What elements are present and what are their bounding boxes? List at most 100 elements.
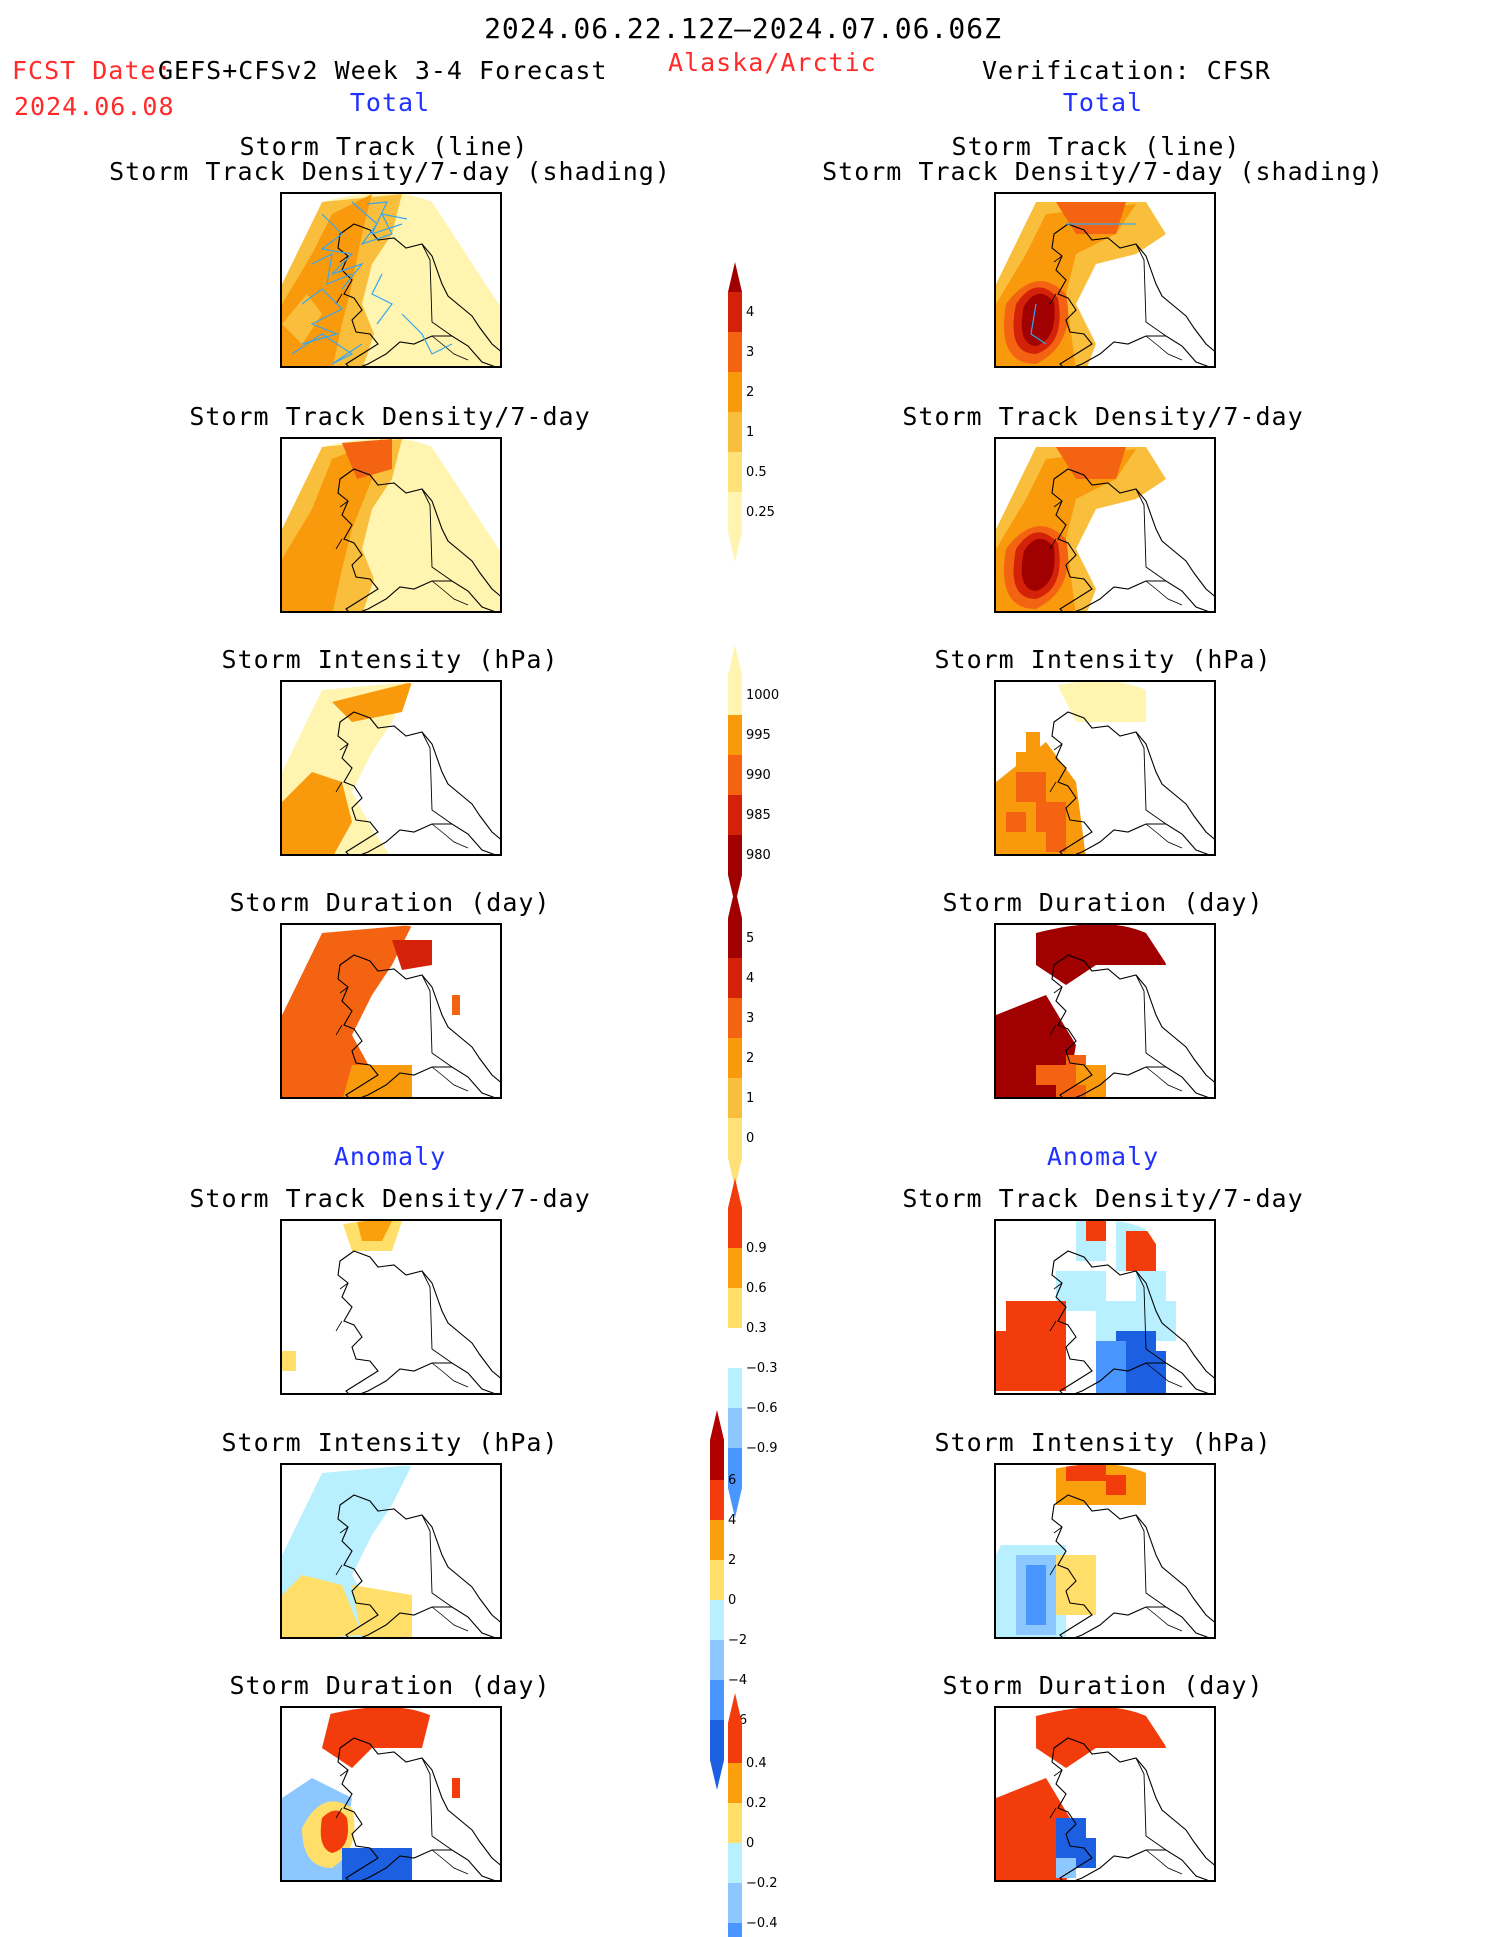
cbar-arrow-top: [728, 1178, 742, 1208]
cbar-segment: [728, 1208, 742, 1248]
coastline-detail: [1049, 500, 1183, 606]
shaded-cells: [1086, 1221, 1156, 1271]
cbar-tick-label: −0.2: [746, 1876, 778, 1891]
border-line: [1135, 731, 1167, 825]
shaded-region: [1021, 293, 1055, 346]
cbar-arrow-top: [728, 645, 742, 675]
shaded-region: [1036, 1708, 1166, 1768]
cbar-segment: [728, 292, 742, 332]
border-line: [421, 1757, 453, 1851]
cbar-segment: [728, 715, 742, 755]
map-duration-verification: [994, 923, 1216, 1099]
cbar-arrow-top: [728, 262, 742, 292]
border-line: [1135, 1757, 1167, 1851]
cbar-segment: [728, 1248, 742, 1288]
title-intensity-anom-right: Storm Intensity (hPa): [934, 1428, 1272, 1457]
region-label: Alaska/Arctic: [668, 48, 877, 77]
cbar-tick-label: 980: [746, 848, 771, 863]
cbar-segment: [728, 1448, 742, 1488]
shaded-cells: [1026, 1565, 1046, 1625]
shaded-region: [357, 1221, 392, 1241]
colorbar-density-anom: 0.9 0.6 0.3 −0.3 −0.6 −0.9: [718, 1178, 778, 1518]
border-line: [1135, 1514, 1167, 1608]
shaded-region: [332, 682, 412, 722]
shaded-cells: [1056, 1555, 1096, 1615]
cbar-segment: [728, 1843, 742, 1883]
coastline-detail: [1049, 743, 1183, 849]
cbar-tick-label: 1: [746, 425, 754, 440]
cbar-tick-label: 3: [746, 1011, 754, 1026]
cbar-tick-label: 5: [746, 931, 754, 946]
title-density-right: Storm Track Density/7-day: [902, 402, 1304, 431]
cbar-tick-label: −4: [728, 1673, 747, 1688]
title-density-anom-right: Storm Track Density/7-day: [902, 1184, 1304, 1213]
storm-track-lines: [291, 201, 453, 365]
anomaly-right: Anomaly: [1046, 1142, 1160, 1171]
coastline-detail: [335, 255, 469, 361]
title-intensity-anom-left: Storm Intensity (hPa): [221, 1428, 559, 1457]
cbar-segment: [728, 1328, 742, 1368]
cbar-segment: [728, 1723, 742, 1763]
shaded-region: [352, 1585, 412, 1637]
coastline-detail: [335, 986, 469, 1092]
model-label: GEFS+CFSv2 Week 3-4 Forecast: [158, 56, 608, 85]
map-track-forecast: [280, 192, 502, 368]
coastline-detail: [1049, 1526, 1183, 1632]
cbar-tick-label: 2: [728, 1553, 736, 1568]
shaded-region: [282, 439, 382, 611]
map-density-anom-forecast: [280, 1219, 502, 1395]
cbar-tick-label: 0.25: [746, 505, 775, 520]
cbar-segment: [728, 835, 742, 875]
border-line: [421, 731, 453, 825]
cbar-segment: [728, 1288, 742, 1328]
anomaly-left: Anomaly: [333, 1142, 447, 1171]
map-intensity-forecast: [280, 680, 502, 856]
cbar-tick-label: 4: [746, 971, 754, 986]
coastline-detail: [335, 500, 469, 606]
cbar-tick-label: 1000: [746, 688, 779, 703]
coastline-detail: [335, 1282, 469, 1388]
shaded-cells: [1066, 1465, 1126, 1495]
shaded-cells: [1006, 772, 1066, 852]
cbar-tick-label: 0.9: [746, 1241, 767, 1256]
border-line: [1135, 243, 1167, 337]
cbar-segment: [728, 675, 742, 715]
colorbar-duration-anom: 0.4 0.2 0 −0.2 −0.4: [718, 1693, 778, 1937]
cbar-segment: [710, 1600, 724, 1640]
coastline-detail: [1049, 1282, 1183, 1388]
border-line: [1135, 974, 1167, 1068]
coastline-detail: [1049, 255, 1183, 361]
cbar-segment: [728, 918, 742, 958]
cbar-arrow-bottom: [710, 1760, 724, 1790]
cbar-tick-label: 0: [746, 1836, 754, 1851]
border-line: [1135, 488, 1167, 582]
cbar-tick-label: 0.2: [746, 1796, 767, 1811]
cbar-segment: [728, 1763, 742, 1803]
shaded-region: [320, 1810, 348, 1853]
cbar-segment: [728, 1803, 742, 1843]
cbar-arrow-top: [710, 1410, 724, 1440]
cbar-tick-label: 4: [728, 1513, 736, 1528]
coastline: [337, 1250, 500, 1393]
cbar-tick-label: 2: [746, 385, 754, 400]
coastline-detail: [1049, 986, 1183, 1092]
cbar-tick-label: 0.4: [746, 1756, 767, 1771]
storm-track-lines: [1030, 223, 1136, 345]
border-line: [421, 1270, 453, 1364]
cbar-tick-label: 0.6: [746, 1281, 767, 1296]
cbar-arrow-bottom: [728, 1158, 742, 1188]
border-line: [421, 974, 453, 1068]
cbar-tick-label: 6: [728, 1473, 736, 1488]
shaded-cells: [1056, 1221, 1176, 1341]
shaded-region: [282, 1575, 362, 1637]
cbar-segment: [728, 1038, 742, 1078]
cbar-tick-label: −0.4: [746, 1916, 778, 1931]
cbar-tick-label: 995: [746, 728, 771, 743]
shaded-region: [1036, 925, 1166, 985]
colorbar-track-density: 4 3 2 1 0.5 0.25: [718, 262, 778, 562]
map-duration-anom-forecast: [280, 1706, 502, 1882]
cbar-segment: [710, 1520, 724, 1560]
left-section-total: Total: [349, 88, 431, 117]
colorbar-duration: 5 4 3 2 1 0: [718, 888, 778, 1188]
border-line: [421, 1514, 453, 1608]
